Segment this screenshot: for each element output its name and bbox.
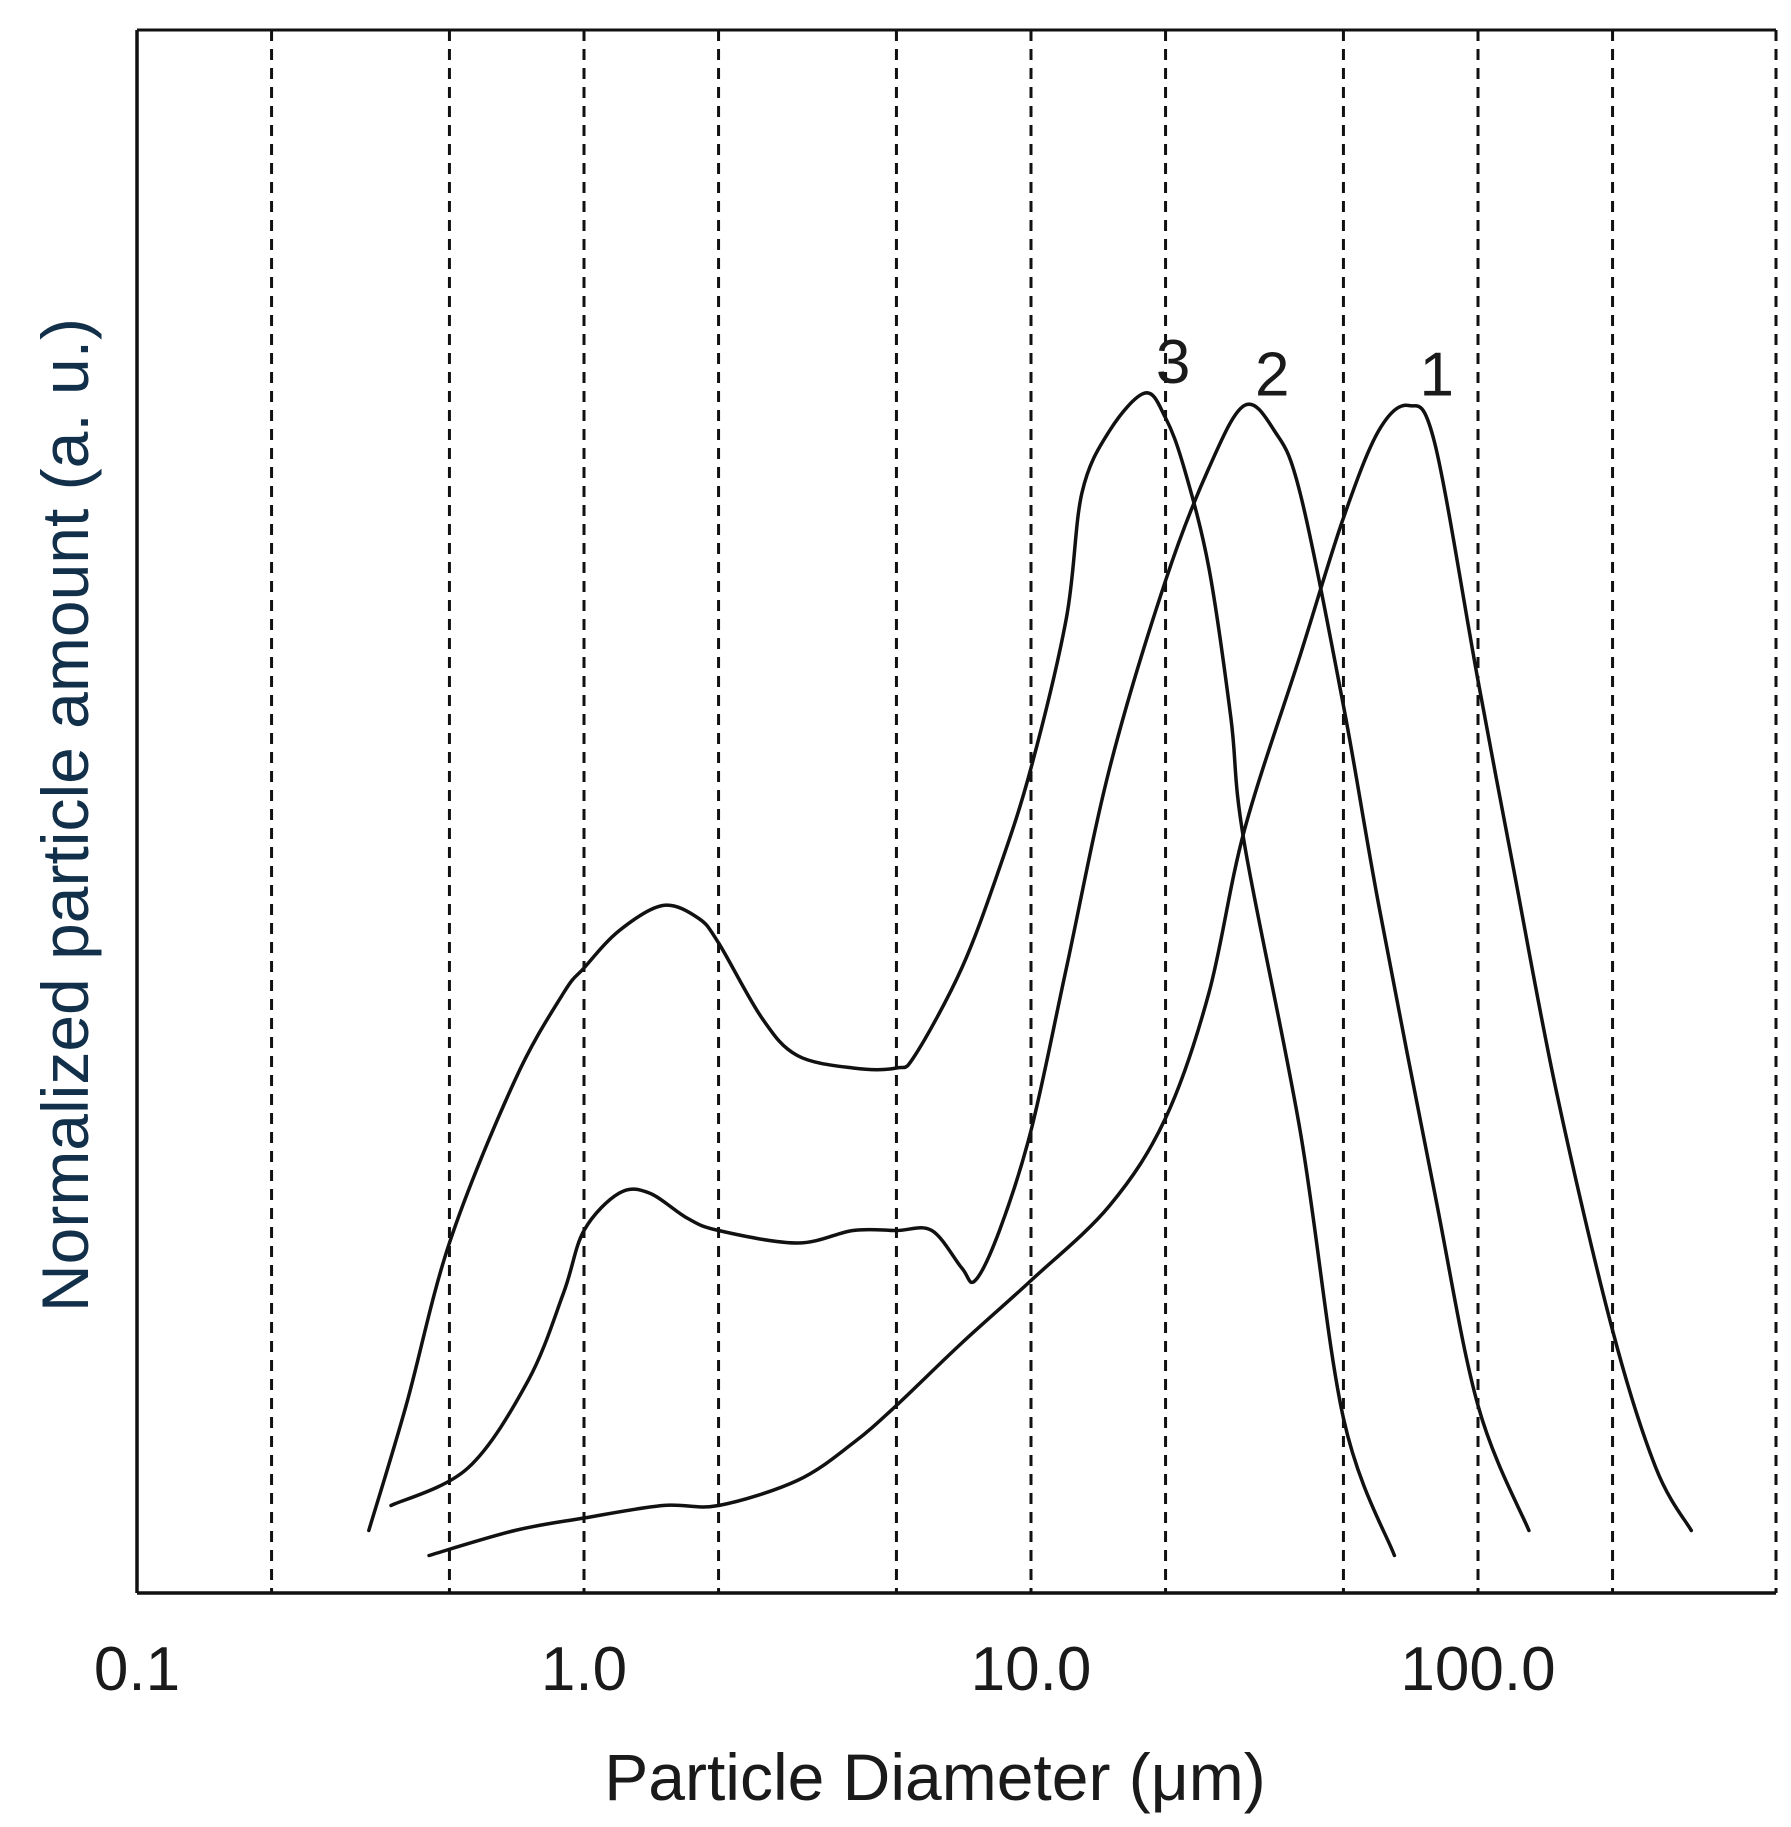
x-tick-label: 1.0 (541, 1635, 627, 1704)
series-curve-3 (367, 391, 1397, 1558)
x-tick-labels: 0.1 1.0 10.0 100.0 (94, 1635, 1556, 1704)
series-label-1: 1 (1420, 341, 1454, 410)
series-curve-2 (389, 402, 1531, 1533)
plot-frame (135, 28, 1776, 1595)
series-curve-1 (427, 403, 1694, 1558)
series-labels: 1 23 (1156, 328, 1454, 410)
vertical-gridlines (270, 30, 1778, 1593)
x-tick-label: 10.0 (971, 1635, 1092, 1704)
x-axis-label: Particle Diameter (μm) (604, 1740, 1265, 1814)
x-tick-label: 100.0 (1400, 1635, 1555, 1704)
y-axis-label: Normalized particle amount (a. u.) (28, 318, 102, 1312)
series-label-3: 3 (1156, 328, 1190, 397)
series-curves (367, 391, 1694, 1558)
series-label-2: 2 (1255, 341, 1289, 410)
x-tick-label: 0.1 (94, 1635, 180, 1704)
